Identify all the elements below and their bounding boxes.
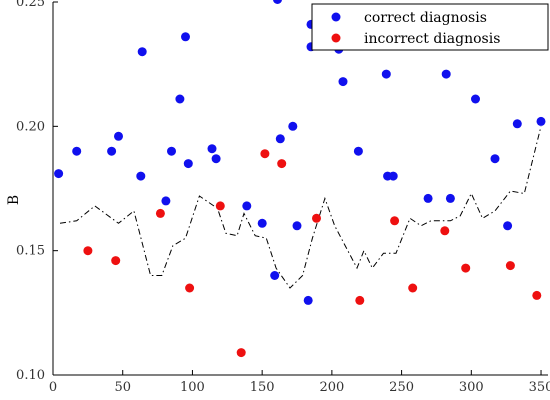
correct-diagnosis-point [211,154,221,164]
x-tick-label: 200 [319,380,344,395]
correct-diagnosis-point [161,196,171,206]
incorrect-diagnosis-point [83,246,93,256]
legend-marker-incorrect [331,33,341,43]
y-axis-label: B [6,195,22,205]
y-tick-label: 0.15 [16,244,45,259]
ticks: 0 50 100 150 200 250 300 350 0.10 0.15 0.20 0.25 [16,0,550,395]
y-tick-label: 0.25 [16,0,45,10]
trend-line-group [59,126,542,289]
correct-diagnosis-point [242,201,252,211]
trend-line [59,126,542,289]
x-tick-label: 100 [180,380,205,395]
incorrect-diagnosis-point [312,213,321,223]
correct-diagnosis-point [107,146,117,156]
legend-label-incorrect: incorrect diagnosis [364,31,500,47]
correct-diagnosis-point [114,131,123,141]
correct-diagnosis-point [423,193,433,203]
y-tick-label: 0.20 [16,119,45,134]
incorrect-diagnosis-point [390,216,400,226]
incorrect-diagnosis-point [461,263,471,273]
points-group [54,0,546,358]
correct-diagnosis-point [536,116,546,126]
x-tick-label: 150 [250,380,275,395]
correct-diagnosis-point [137,47,147,57]
correct-diagnosis-point [288,121,298,131]
correct-diagnosis-point [338,77,348,87]
correct-diagnosis-point [503,221,513,231]
x-tick-label: 50 [114,380,131,395]
incorrect-diagnosis-point [155,208,165,218]
incorrect-diagnosis-point [505,261,515,271]
incorrect-diagnosis-point [215,201,225,211]
incorrect-diagnosis-point [355,295,365,305]
incorrect-diagnosis-point [440,226,450,236]
correct-diagnosis-point [381,69,391,79]
correct-diagnosis-point [490,154,500,164]
correct-diagnosis-point [471,94,480,104]
x-tick-label: 300 [459,380,484,395]
correct-diagnosis-point [181,32,190,42]
legend-box [311,3,549,51]
correct-diagnosis-point [292,221,302,231]
correct-diagnosis-point [303,295,313,305]
correct-diagnosis-point [270,271,280,280]
incorrect-diagnosis-point [111,256,121,266]
incorrect-diagnosis-point [185,283,195,293]
correct-diagnosis-point [183,159,193,169]
legend-marker-correct [331,12,341,22]
correct-diagnosis-point [275,134,285,144]
correct-diagnosis-point [207,144,217,154]
x-tick-label: 0 [49,380,57,395]
incorrect-diagnosis-point [532,290,542,300]
x-tick-label: 350 [529,380,550,395]
correct-diagnosis-point [54,169,64,179]
y-tick-label: 0.10 [16,368,45,383]
legend: correct diagnosis incorrect diagnosis [311,3,549,51]
correct-diagnosis-point [167,146,176,156]
incorrect-diagnosis-point [277,159,287,169]
incorrect-diagnosis-point [236,348,246,358]
correct-diagnosis-point [273,0,282,4]
incorrect-diagnosis-point [408,283,418,293]
incorrect-diagnosis-point [260,149,270,159]
correct-diagnosis-point [445,193,455,203]
correct-diagnosis-point [388,171,398,181]
correct-diagnosis-point [353,146,363,156]
x-tick-label: 250 [389,380,414,395]
legend-label-correct: correct diagnosis [364,10,487,26]
axes [52,2,548,376]
correct-diagnosis-point [512,119,522,129]
correct-diagnosis-point [136,171,146,181]
correct-diagnosis-point [72,146,82,156]
correct-diagnosis-point [441,69,451,79]
correct-diagnosis-point [257,218,267,228]
correct-diagnosis-point [175,94,185,104]
